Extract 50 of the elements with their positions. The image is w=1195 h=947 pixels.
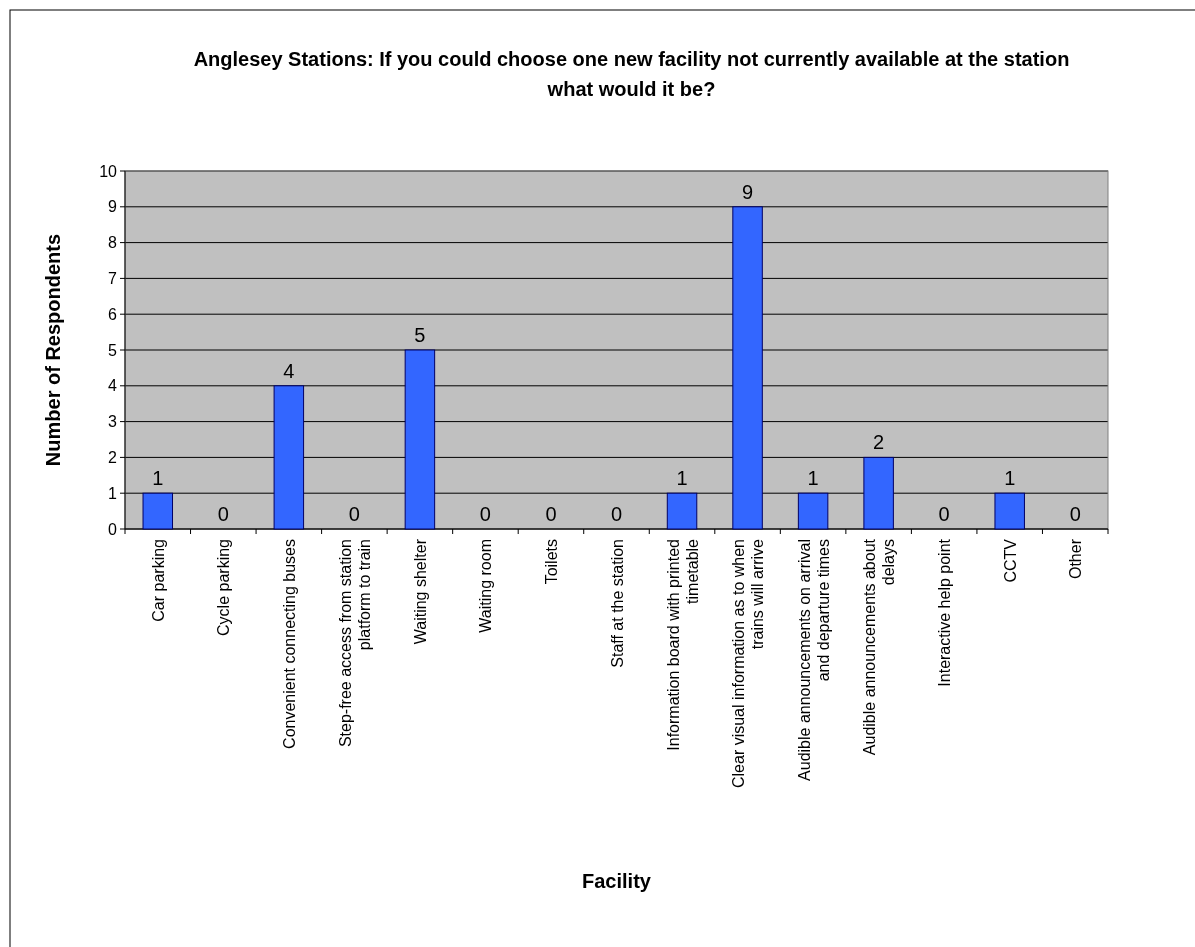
x-tick-label: Other	[1067, 538, 1085, 580]
bar	[863, 456, 894, 530]
data-label: 2	[873, 431, 885, 454]
data-label: 1	[1004, 467, 1016, 490]
y-tick-label: 5	[108, 341, 118, 359]
x-tick-label: Convenient connecting buses	[280, 539, 298, 749]
data-label: 5	[414, 324, 426, 346]
x-tick-label: Waiting shelter	[411, 538, 429, 645]
y-tick-label: 10	[99, 162, 118, 180]
y-tick-label: 3	[108, 413, 118, 431]
x-tick-label: Interactive help point	[936, 538, 954, 687]
x-tick-label: Car parking	[149, 539, 167, 622]
bar	[404, 349, 436, 530]
x-tick-label: Audible announcements about delays	[861, 538, 898, 756]
data-label: 1	[676, 467, 688, 490]
data-label: 9	[742, 180, 754, 203]
y-tick-label: 0	[108, 520, 118, 538]
x-tick-label: Staff at the station	[608, 539, 626, 668]
bar	[797, 492, 829, 530]
data-label: 0	[217, 503, 229, 525]
data-label: 0	[479, 503, 491, 525]
x-tick-label: Toilets	[542, 539, 560, 585]
bar	[994, 492, 1025, 530]
x-tick-label: Cycle parking	[215, 539, 233, 636]
bar	[666, 492, 698, 530]
bar	[732, 206, 763, 530]
data-label: 4	[283, 359, 295, 382]
y-tick-label: 2	[108, 449, 118, 466]
x-tick-label: Waiting room	[477, 539, 495, 633]
y-tick-label: 4	[108, 377, 118, 395]
data-label: 0	[545, 503, 557, 525]
x-axis-title: Facility	[582, 870, 652, 892]
x-tick-label: Step-free access from station platform to train	[336, 539, 373, 748]
data-label: 0	[610, 503, 623, 525]
bar	[273, 385, 305, 530]
data-label: 1	[152, 467, 164, 490]
data-label: 0	[348, 503, 360, 525]
x-tick-label: CCTV	[1001, 538, 1019, 583]
y-tick-label: 1	[108, 484, 118, 502]
x-tick-label: Information board with printed timetable	[664, 538, 701, 751]
data-label: 1	[807, 467, 819, 490]
y-tick-label: 6	[108, 305, 118, 323]
y-axis-title: Number of Respondents	[42, 233, 64, 467]
y-tick-label: 7	[108, 270, 118, 287]
y-tick-label: 8	[108, 234, 118, 252]
y-tick-label: 9	[108, 198, 118, 216]
chart-title: Anglesey Stations: If you could choose one new facility not currently available at the station what would it be?	[193, 48, 1070, 100]
data-label: 0	[1069, 503, 1081, 525]
data-label: 0	[938, 503, 950, 525]
bar	[142, 492, 174, 530]
